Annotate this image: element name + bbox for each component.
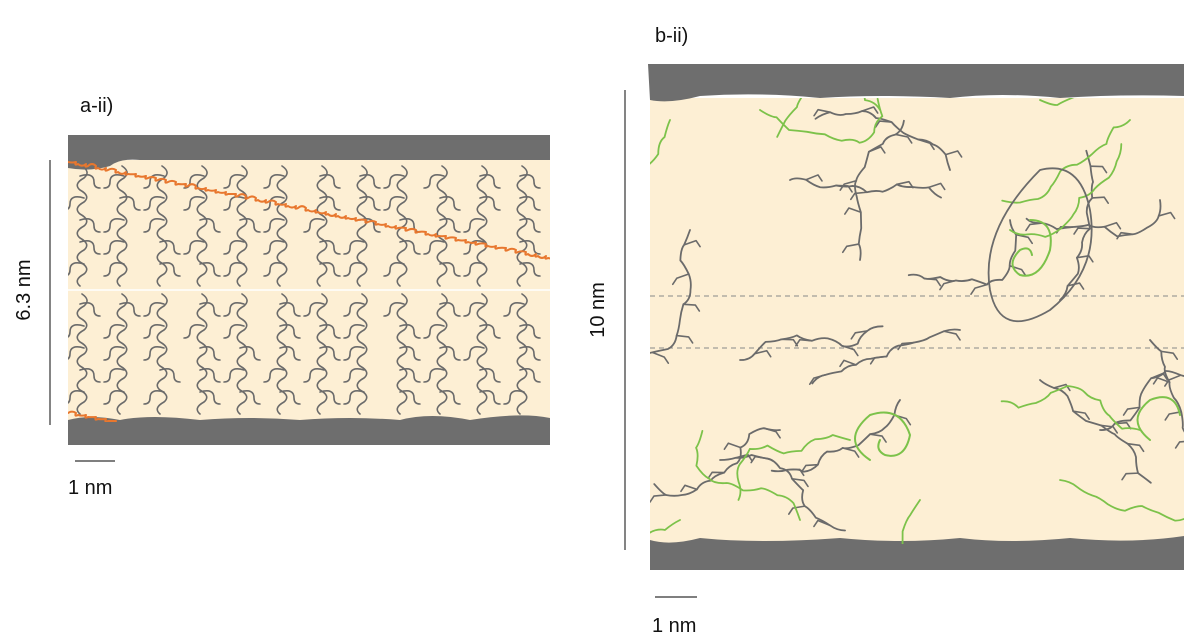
top-surface (648, 64, 1184, 101)
thickness-label: 6.3 nm (13, 259, 35, 320)
panel-a: a-ii) 6.3 nm 1 nm (13, 95, 678, 536)
scale-label: 1 nm (68, 477, 112, 499)
figure: a-ii) 6.3 nm 1 nm b-ii) 10 nm 1 nm (0, 0, 1184, 637)
panel-label: a-ii) (80, 95, 113, 117)
panel-label: b-ii) (655, 25, 688, 47)
scale-label: 1 nm (652, 615, 696, 637)
bottom-surface (68, 415, 550, 445)
thickness-label: 10 nm (587, 282, 609, 338)
panel-b: b-ii) 10 nm 1 nm (555, 25, 1184, 637)
bottom-surface (650, 536, 1184, 570)
film (650, 98, 1184, 544)
